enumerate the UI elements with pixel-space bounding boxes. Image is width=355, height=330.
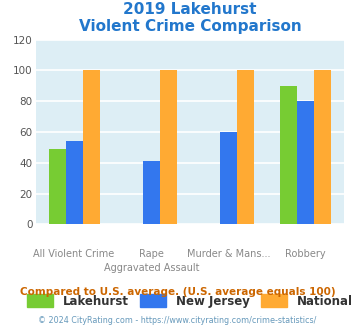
Bar	[160, 70, 177, 224]
Title: 2019 Lakehurst
Violent Crime Comparison: 2019 Lakehurst Violent Crime Comparison	[78, 2, 301, 34]
Bar	[297, 101, 314, 224]
Text: © 2024 CityRating.com - https://www.cityrating.com/crime-statistics/: © 2024 CityRating.com - https://www.city…	[38, 315, 317, 325]
Bar	[280, 86, 297, 224]
Bar	[220, 132, 237, 224]
Bar	[143, 161, 160, 224]
Bar	[83, 70, 100, 224]
Bar	[49, 149, 66, 224]
Text: Compared to U.S. average. (U.S. average equals 100): Compared to U.S. average. (U.S. average …	[20, 287, 335, 297]
Text: Rape: Rape	[139, 249, 164, 259]
Bar	[66, 141, 83, 224]
Text: Robbery: Robbery	[285, 249, 326, 259]
Bar	[237, 70, 254, 224]
Text: Murder & Mans...: Murder & Mans...	[187, 249, 270, 259]
Legend: Lakehurst, New Jersey, National: Lakehurst, New Jersey, National	[22, 289, 355, 312]
Text: Aggravated Assault: Aggravated Assault	[104, 263, 199, 273]
Text: All Violent Crime: All Violent Crime	[33, 249, 115, 259]
Bar	[314, 70, 331, 224]
